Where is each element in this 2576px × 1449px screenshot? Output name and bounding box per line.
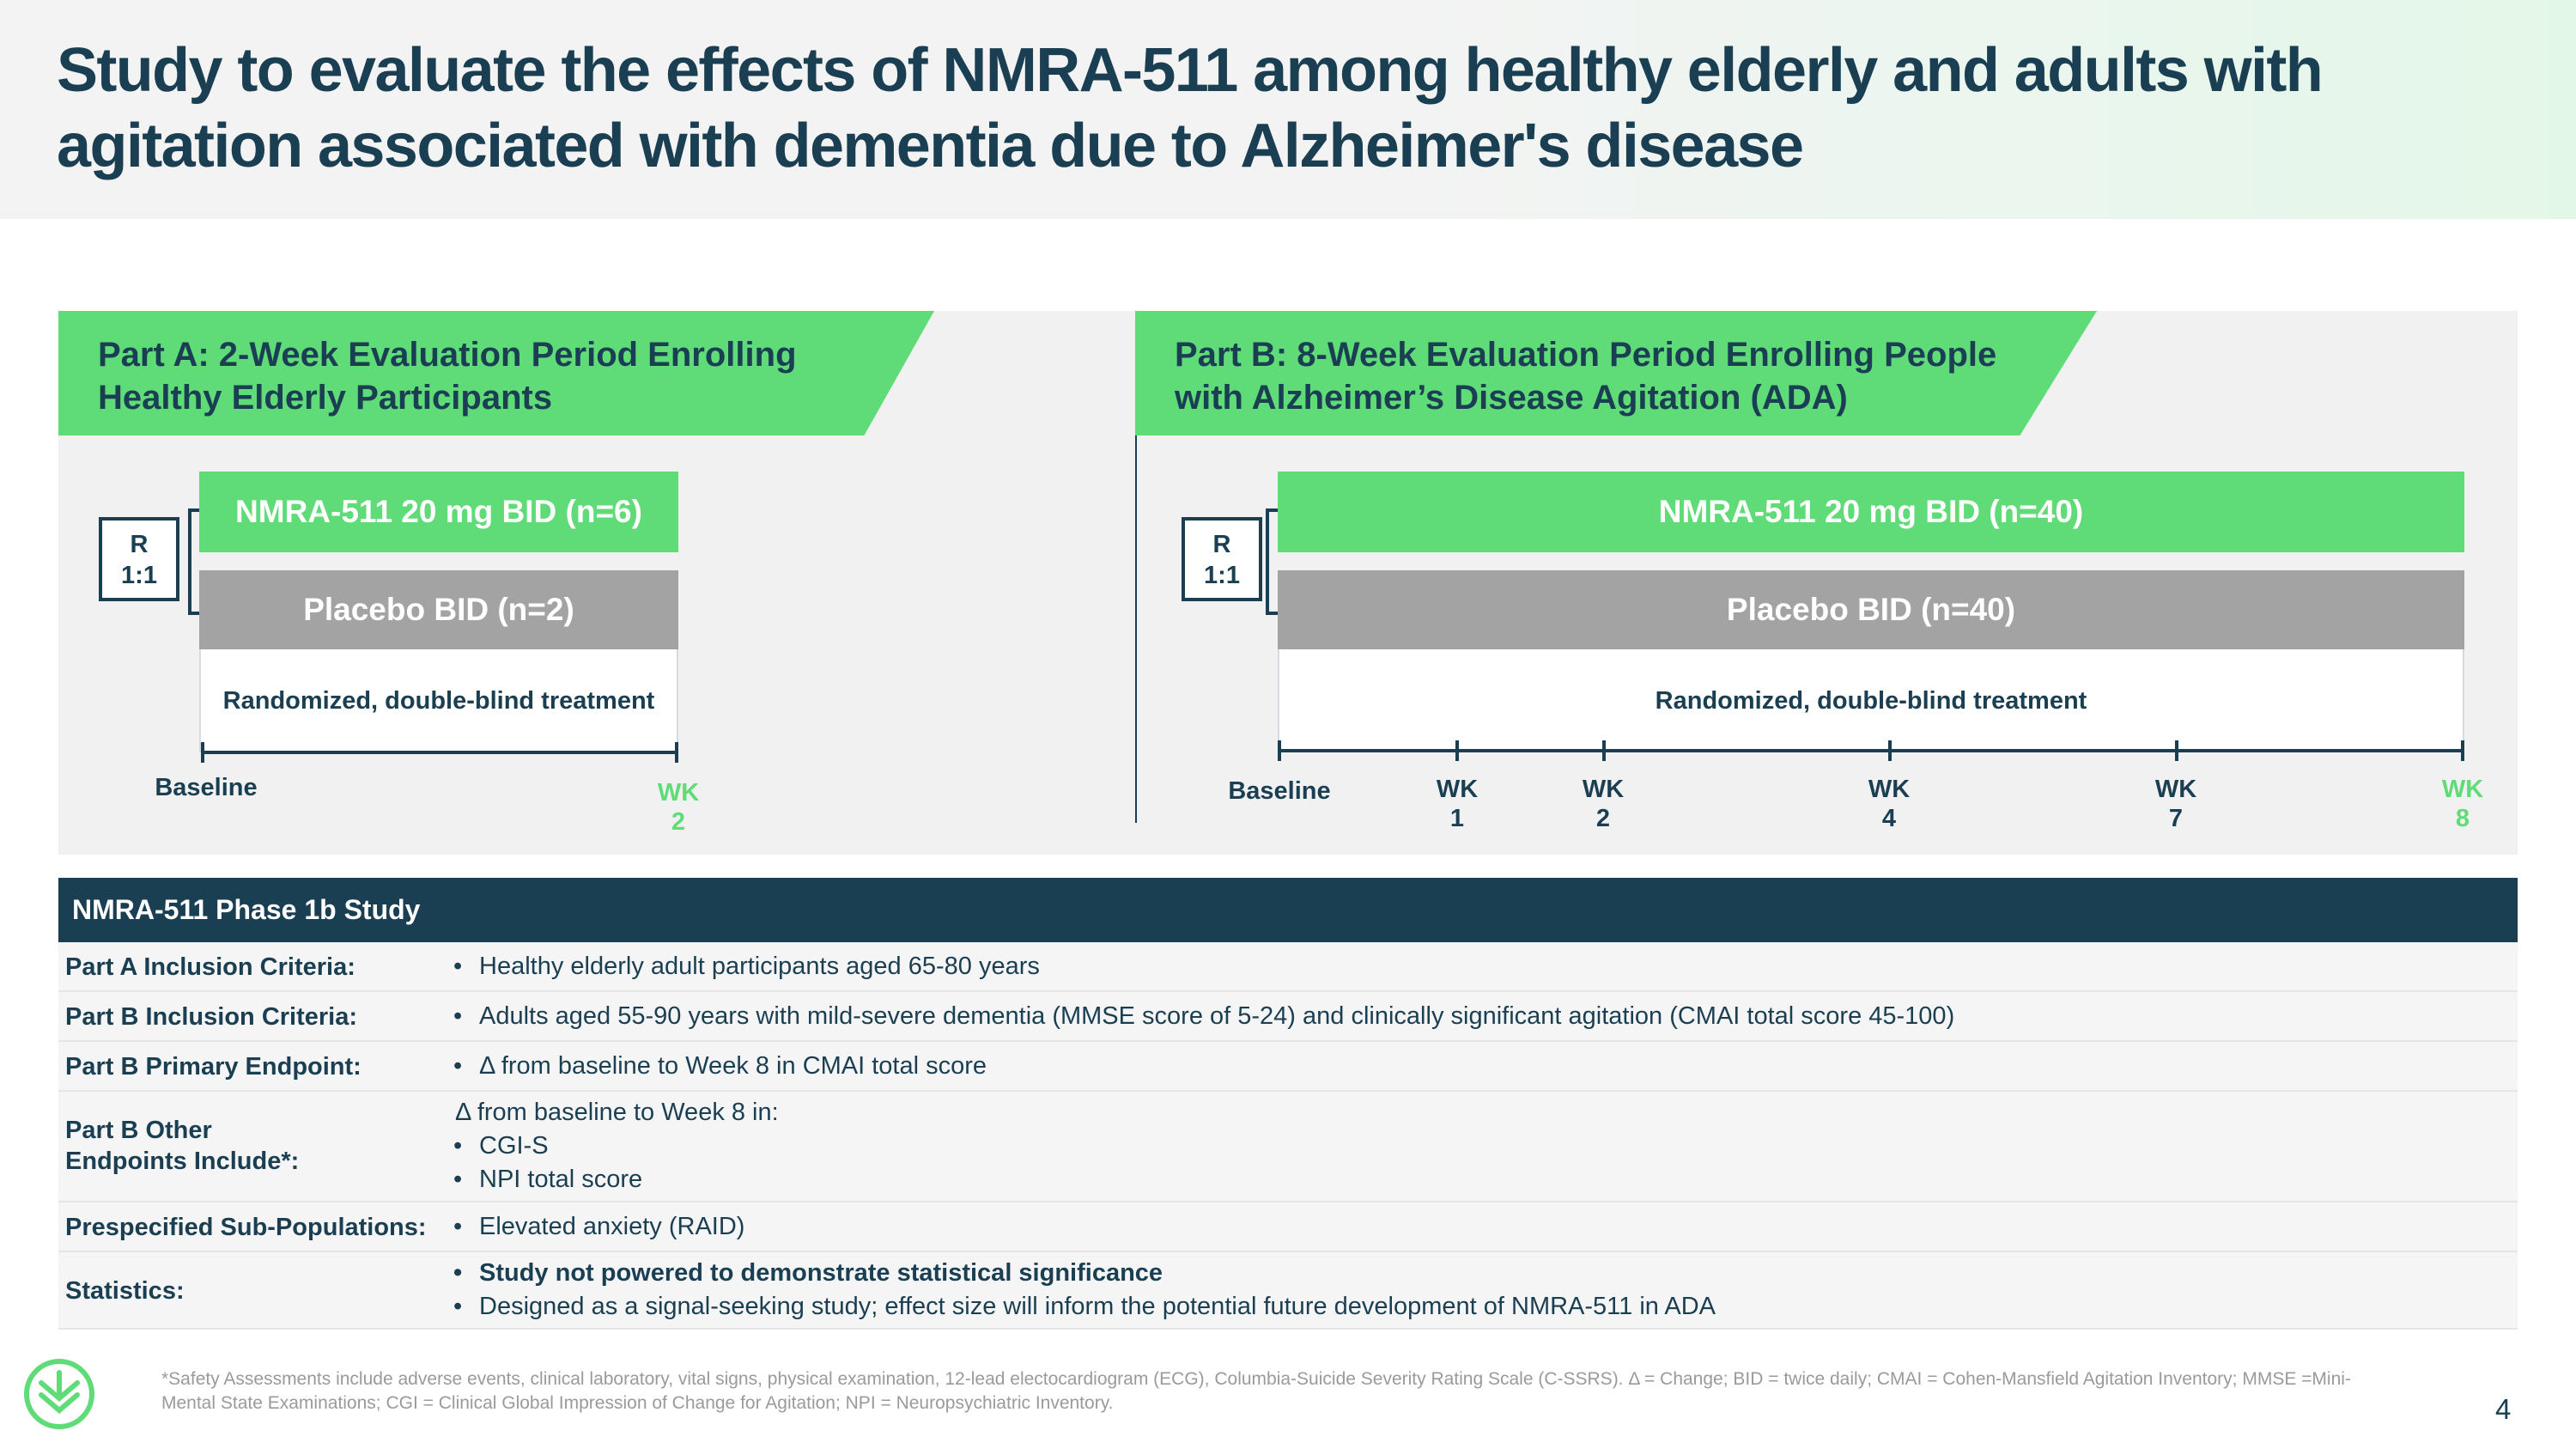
row-label: Part B Inclusion Criteria: <box>65 1003 358 1031</box>
table-row: Prespecified Sub-Populations: Elevated a… <box>58 1202 2518 1252</box>
part-b-treatment-label: Randomized, double-blind treatment <box>1278 649 2464 752</box>
row-value: Healthy elderly adult participants aged … <box>453 950 1040 983</box>
part-b-tick-wk8 <box>2461 740 2464 761</box>
part-b-wk4-label: WK 4 <box>1868 776 1911 832</box>
footnote: *Safety Assessments include adverse even… <box>161 1369 2351 1413</box>
part-b-r-label: R <box>1212 531 1231 558</box>
part-a-bracket <box>188 508 202 615</box>
part-b-baseline-label: Baseline <box>1228 777 1331 805</box>
page-title: Study to evaluate the effects of NMRA-51… <box>57 36 2324 180</box>
part-a-r-label: R <box>130 531 149 558</box>
part-a-treatment-label: Randomized, double-blind treatment <box>199 649 678 752</box>
company-logo-icon <box>24 1359 94 1429</box>
part-b-banner-text: Part B: 8-Week Evaluation Period Enrolli… <box>1175 336 1997 417</box>
part-b-placebo-arm: Placebo BID (n=40) <box>1278 570 2464 649</box>
row-label: Part B Primary Endpoint: <box>65 1053 361 1081</box>
row-label: Statistics: <box>65 1277 185 1305</box>
row-value: Δ from baseline to Week 8 in CMAI total … <box>453 1050 987 1083</box>
part-b-banner: Part B: 8-Week Evaluation Period Enrolli… <box>1135 311 2097 435</box>
row-label: Part B Other Endpoints Include*: <box>65 1117 300 1175</box>
part-a-banner: Part A: 2-Week Evaluation Period Enrolli… <box>58 311 934 435</box>
part-a-r-ratio: 1:1 <box>121 562 157 589</box>
table-row: Part B Primary Endpoint: Δ from baseline… <box>58 1042 2518 1092</box>
row-value: Δ from baseline to Week 8 in: <box>455 1099 779 1126</box>
part-b-timeline-axis <box>1278 749 2464 752</box>
part-b-tick-wk4 <box>1888 740 1892 761</box>
page-number: 4 <box>2495 1393 2512 1425</box>
part-b-tick-wk7 <box>2175 740 2178 761</box>
part-b-wk7-label: WK 7 <box>2154 776 2197 832</box>
part-a-randomization-box: R 1:1 <box>99 517 179 601</box>
part-b-tick-baseline <box>1278 740 1281 761</box>
table-row: Part B Inclusion Criteria: Adults aged 5… <box>58 992 2518 1042</box>
part-b-wk8-label: WK 8 <box>2441 776 2484 832</box>
row-label: Prespecified Sub-Populations: <box>65 1214 427 1241</box>
part-b-tick-wk2 <box>1602 740 1606 761</box>
row-value: NPI total score <box>453 1163 642 1196</box>
part-divider <box>1135 311 1137 823</box>
part-a-timeline-axis <box>201 751 678 754</box>
study-table-header: NMRA-511 Phase 1b Study <box>58 878 2518 942</box>
row-label: Part A Inclusion Criteria: <box>65 953 355 981</box>
part-b-bracket <box>1266 508 1279 615</box>
part-a-baseline-label: Baseline <box>155 774 258 801</box>
part-b-r-ratio: 1:1 <box>1204 562 1240 589</box>
part-b-wk2-label: WK 2 <box>1582 776 1625 832</box>
row-value: Study not powered to demonstrate statist… <box>453 1257 1163 1290</box>
part-b-active-arm: NMRA-511 20 mg BID (n=40) <box>1278 472 2464 552</box>
row-value: Elevated anxiety (RAID) <box>453 1210 744 1244</box>
table-row: Part B Other Endpoints Include*: Δ from … <box>58 1092 2518 1202</box>
part-a-banner-text: Part A: 2-Week Evaluation Period Enrolli… <box>98 336 797 417</box>
table-row: Statistics: Study not powered to demonst… <box>58 1252 2518 1330</box>
row-value: Designed as a signal-seeking study; effe… <box>453 1290 1716 1324</box>
part-a-wk2-label: WK 2 <box>657 779 700 836</box>
table-row: Part A Inclusion Criteria: Healthy elder… <box>58 942 2518 992</box>
part-b-wk1-label: WK 1 <box>1436 776 1479 832</box>
part-b-randomization-box: R 1:1 <box>1182 517 1262 601</box>
part-a-placebo-arm: Placebo BID (n=2) <box>199 570 678 649</box>
row-value: Adults aged 55-90 years with mild-severe… <box>453 1000 1954 1033</box>
header-background <box>0 0 2576 219</box>
part-a-tick-baseline <box>201 742 204 763</box>
row-value: CGI-S <box>453 1129 549 1163</box>
part-b-tick-wk1 <box>1455 740 1459 761</box>
part-a-active-arm: NMRA-511 20 mg BID (n=6) <box>199 472 678 552</box>
part-a-tick-wk2 <box>675 742 678 763</box>
